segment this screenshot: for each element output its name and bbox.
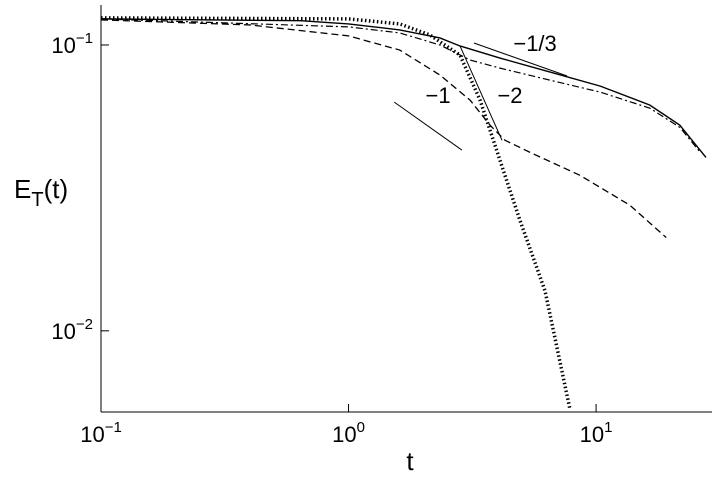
slope-line (473, 42, 568, 77)
series-line (100, 16, 572, 411)
tick-label: 100 (332, 419, 365, 447)
series-line (100, 18, 701, 153)
tick-exponent: −1 (76, 30, 93, 47)
tick-label: 10−1 (51, 30, 93, 58)
slope-line (459, 45, 503, 141)
y-label-tail: (t) (44, 174, 69, 204)
series-line (100, 18, 707, 158)
tick-base: 10 (80, 422, 104, 447)
tick-base: 10 (51, 33, 75, 58)
tick-label: 10−2 (51, 316, 93, 344)
tick-base: 10 (580, 422, 604, 447)
tick-base: 10 (51, 319, 75, 344)
y-axis-label: ET(t) (14, 174, 68, 211)
series-line (100, 19, 667, 239)
slope-line (393, 101, 463, 151)
annotation: −1/3 (513, 31, 556, 56)
tick-base: 10 (332, 422, 356, 447)
tick-label: 101 (580, 419, 613, 447)
y-label-main: E (14, 174, 31, 204)
tick-exponent: 0 (357, 419, 365, 436)
x-axis-label: t (406, 446, 414, 476)
annotation: −1 (426, 83, 451, 108)
annotation: −2 (497, 83, 522, 108)
y-label-sub: T (31, 189, 43, 211)
tick-exponent: −2 (76, 316, 93, 333)
tick-exponent: 1 (604, 419, 612, 436)
tick-label: 10−1 (80, 419, 122, 447)
tick-exponent: −1 (105, 419, 122, 436)
